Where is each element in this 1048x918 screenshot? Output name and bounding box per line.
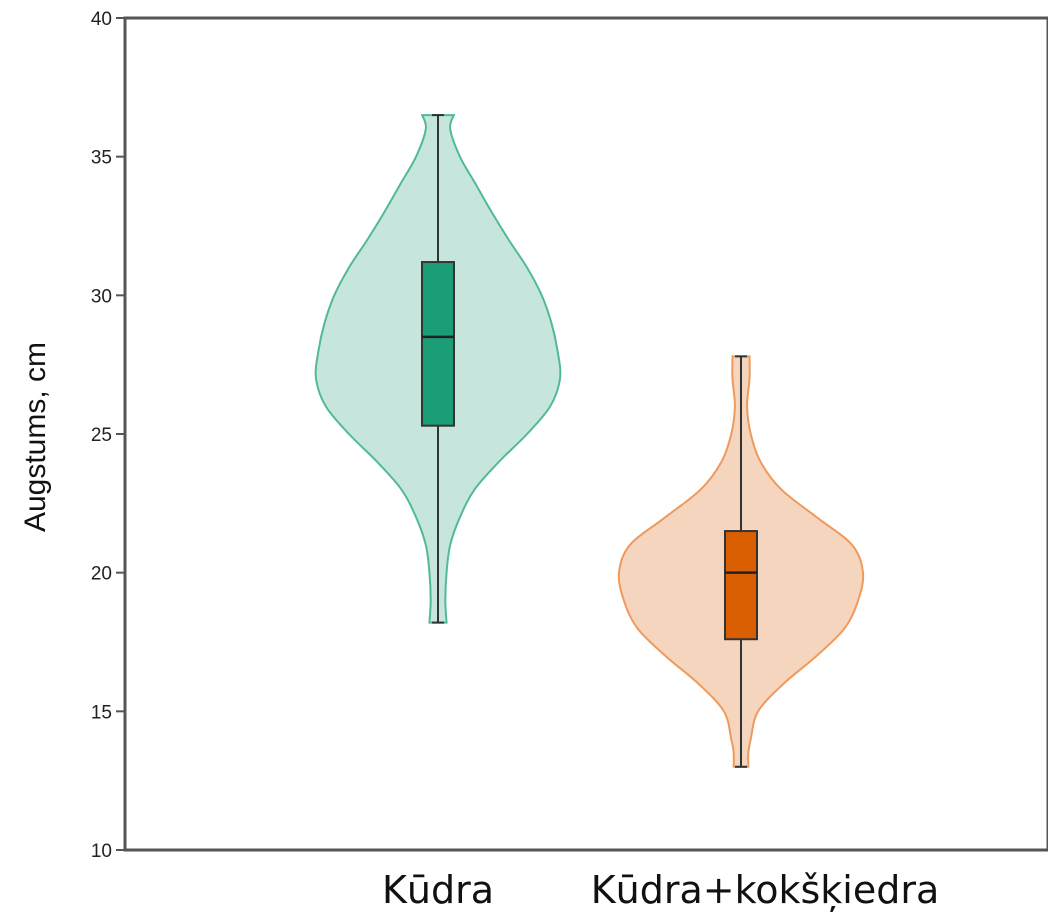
violin-group-2	[617, 355, 865, 768]
box-2	[724, 530, 758, 641]
x-category-label-1: Kūdra	[381, 868, 495, 912]
y-axis-label: Augstums, cm	[19, 341, 52, 533]
violin-group-1	[314, 114, 562, 624]
box-1	[421, 261, 455, 427]
plot-frame	[123, 16, 1048, 852]
y-tick-label-25: 25	[91, 425, 112, 446]
y-tick-label-10: 10	[91, 841, 112, 862]
x-category-label-2: Kūdra+kokšķiedra	[590, 868, 940, 912]
y-tick-label-15: 15	[91, 702, 112, 723]
y-tick-label-40: 40	[91, 9, 112, 30]
violins	[314, 114, 865, 768]
y-tick-label-20: 20	[91, 564, 112, 585]
y-tick-label-35: 35	[91, 148, 112, 169]
y-tick-label-30: 30	[91, 286, 112, 307]
y-axis: 10 15 20 25 30 35 40	[91, 9, 125, 862]
